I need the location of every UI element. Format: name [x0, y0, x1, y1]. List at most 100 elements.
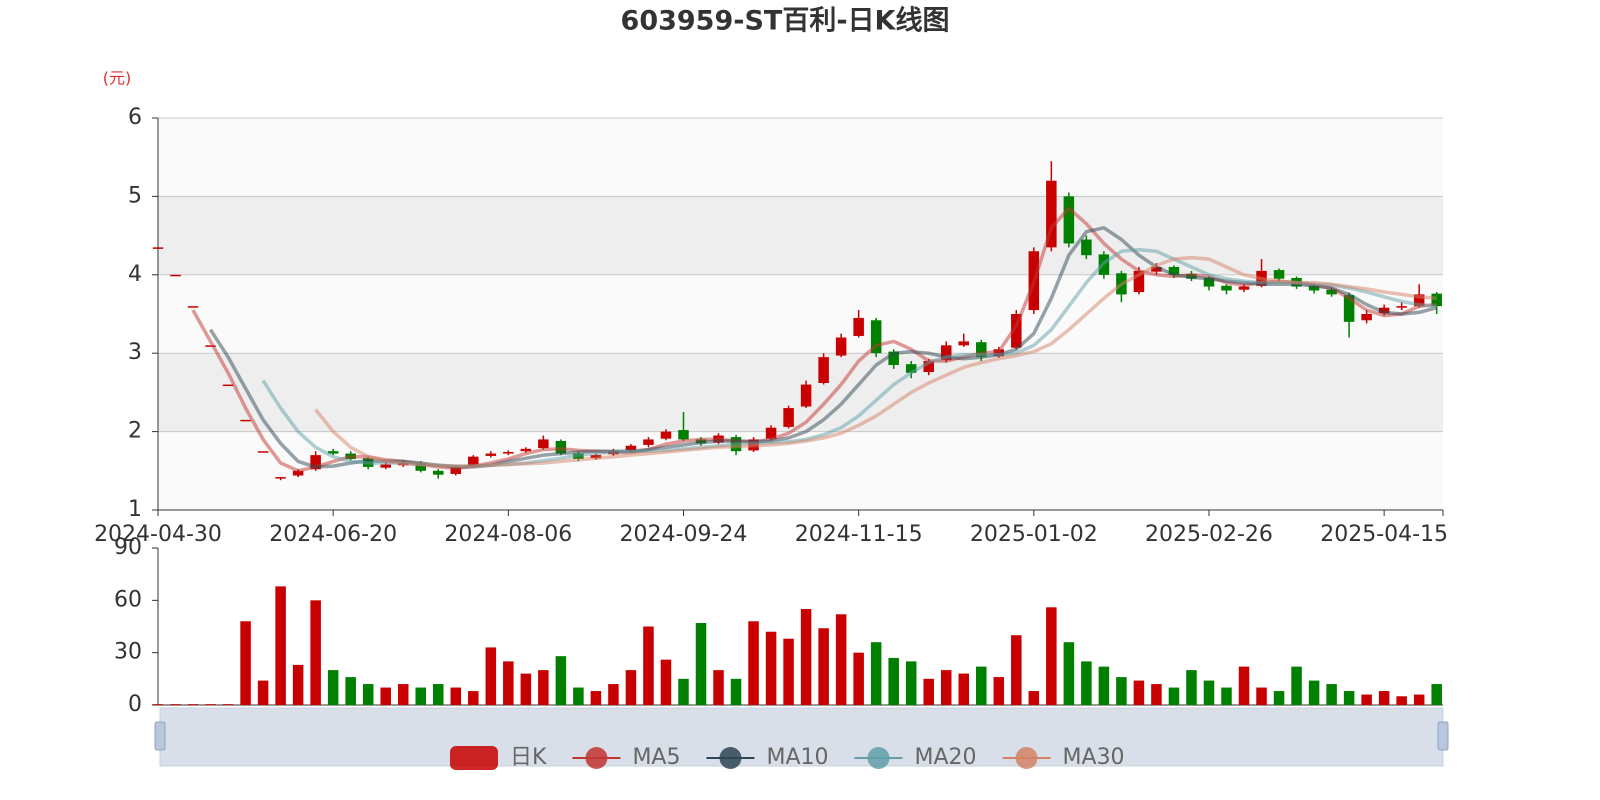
x-tick-label: 2024-08-06 — [444, 522, 572, 547]
grid-band — [158, 431, 1443, 510]
candle-body — [958, 341, 970, 346]
legend-item[interactable]: MA20 — [854, 745, 977, 770]
volume-bar — [1413, 694, 1425, 705]
candle-body — [450, 466, 462, 474]
candle-body — [1326, 289, 1337, 295]
volume-bar — [170, 704, 181, 705]
candle-body — [1343, 295, 1355, 322]
candle-body — [765, 427, 777, 439]
ma-line — [314, 255, 1437, 468]
candle-body — [1168, 266, 1180, 275]
candle-body — [380, 464, 391, 468]
x-tick-label: 2024-09-24 — [620, 522, 748, 547]
volume-bar — [1396, 696, 1407, 705]
legend-item[interactable]: MA30 — [1002, 745, 1125, 770]
candle-body — [1046, 180, 1057, 248]
volume-bar — [783, 638, 794, 705]
candle-body — [1273, 270, 1285, 279]
volume-bar — [538, 670, 549, 705]
candle-body — [1378, 307, 1390, 314]
candle-body — [538, 439, 549, 449]
candle-body — [818, 357, 829, 383]
volume-bar — [1378, 691, 1390, 705]
candle-body — [1396, 306, 1407, 308]
volume-bar — [643, 626, 654, 705]
candle-body — [1063, 196, 1075, 244]
legend-icon — [585, 747, 608, 769]
candle-body — [503, 451, 514, 454]
legend-item[interactable]: MA5 — [572, 745, 680, 770]
volume-bar — [678, 678, 689, 705]
volume-bar — [748, 621, 759, 705]
legend-label: MA20 — [915, 745, 977, 770]
slider-handle-left[interactable] — [154, 721, 166, 751]
candle-body — [625, 445, 637, 451]
x-tick-label: 2025-01-02 — [970, 522, 1098, 547]
candle-body — [520, 448, 532, 452]
volume-bar — [958, 673, 970, 705]
x-tick-label: 2025-02-26 — [1145, 522, 1273, 547]
candle-body — [660, 431, 672, 439]
volume-bar — [1238, 666, 1250, 705]
slider-window[interactable] — [159, 707, 1444, 767]
volume-bar — [870, 642, 882, 705]
volume-bar — [187, 704, 199, 705]
candle-body — [1081, 239, 1092, 256]
candle-body — [923, 361, 934, 373]
candle-body — [1308, 285, 1320, 291]
volume-bar — [345, 677, 356, 705]
legend-item[interactable]: MA10 — [706, 745, 829, 770]
volume-bar — [976, 666, 987, 705]
volume-y-tick-label: 90 — [114, 535, 142, 560]
volume-bar — [433, 684, 444, 705]
y-tick-label: 5 — [128, 183, 142, 208]
candle-body — [1361, 314, 1372, 321]
volume-bar — [1221, 687, 1232, 705]
volume-bar — [1046, 607, 1057, 705]
volume-bar — [1308, 680, 1320, 705]
candle-body — [888, 351, 899, 365]
candle-body — [187, 306, 199, 308]
candle-body — [1221, 285, 1232, 291]
candle-body — [1431, 293, 1442, 307]
x-tick-label: 2024-06-20 — [269, 522, 397, 547]
candle-body — [1413, 294, 1425, 307]
volume-bar — [590, 691, 602, 705]
candle-body — [205, 345, 216, 347]
volume-bar — [468, 691, 479, 705]
volume-bar — [1186, 670, 1197, 705]
candle-body — [1238, 286, 1250, 290]
legend-label: MA5 — [632, 745, 680, 770]
candle-body — [292, 470, 304, 476]
y-tick-label: 3 — [128, 340, 142, 365]
y-unit: (元) — [103, 69, 132, 88]
candle-body — [240, 419, 251, 422]
volume-bar — [1343, 691, 1355, 705]
volume-bar — [205, 704, 216, 705]
volume-bar — [625, 670, 637, 705]
candle-body — [222, 384, 234, 387]
volume-bar — [362, 684, 374, 705]
data-zoom-slider[interactable] — [154, 707, 1449, 767]
volume-bar — [905, 661, 917, 705]
volume-bar — [1011, 635, 1022, 705]
volume-bar — [275, 586, 286, 705]
volume-bar — [765, 631, 777, 705]
volume-bar — [310, 600, 321, 705]
volume-bar — [240, 621, 251, 705]
candle-body — [310, 455, 321, 470]
legend-item[interactable]: 日K — [450, 745, 547, 770]
volume-bar — [485, 647, 497, 705]
candle-body — [1203, 277, 1215, 287]
candle-body — [976, 342, 987, 358]
volume-bar — [818, 628, 829, 705]
volume-bar — [257, 680, 269, 705]
volume-bar — [923, 678, 934, 705]
volume-bar — [1081, 661, 1092, 705]
volume-bar — [222, 704, 234, 705]
slider-handle-right[interactable] — [1437, 721, 1449, 751]
volume-bar — [888, 657, 899, 705]
candle-body — [870, 320, 882, 354]
volume-bar — [1098, 666, 1110, 705]
